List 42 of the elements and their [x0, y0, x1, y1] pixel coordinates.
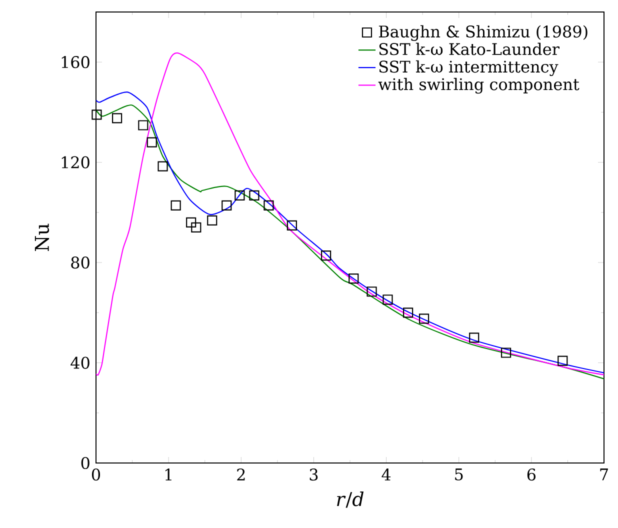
- point: [249, 190, 260, 200]
- legend-label: SST k-ω Kato-Launder: [379, 42, 560, 56]
- point: [138, 120, 148, 130]
- point: [191, 222, 202, 233]
- point: [500, 348, 512, 358]
- x-tick-label: 7: [600, 468, 608, 480]
- legend-label: SST k-ω intermittency: [379, 60, 558, 76]
- y-tick-label: 40: [70, 356, 90, 369]
- point: [321, 250, 332, 261]
- legend-label: Baughn & Shimizu (1989): [378, 25, 588, 41]
- x-tick-label: 3: [310, 468, 318, 481]
- legend-label: with swirling component: [378, 78, 580, 94]
- point: [403, 308, 414, 318]
- point: [158, 161, 168, 172]
- point: [382, 294, 393, 305]
- point: [286, 220, 297, 231]
- point: [92, 110, 102, 120]
- point: [146, 137, 157, 148]
- point: [366, 286, 377, 297]
- y-tick-label: 80: [71, 256, 90, 269]
- point: [186, 217, 196, 228]
- x-tick-label: 0: [92, 468, 100, 481]
- x-tick-label: 1: [165, 468, 172, 480]
- y-tick-label: 0: [81, 456, 90, 470]
- point: [348, 274, 359, 284]
- x-tick-label: 5: [455, 468, 463, 480]
- x-tick-label: 4: [382, 468, 391, 480]
- point: [234, 190, 245, 200]
- point: [170, 200, 181, 210]
- x-axis-title: r/d: [337, 492, 364, 508]
- x-tick-label: 6: [527, 468, 536, 481]
- point: [469, 332, 480, 343]
- x-tick-label: 2: [237, 468, 245, 480]
- point: [222, 200, 232, 210]
- point: [207, 215, 218, 226]
- point: [112, 113, 122, 124]
- y-tick-label: 160: [62, 56, 90, 68]
- point: [264, 200, 274, 210]
- point: [418, 314, 430, 324]
- y-axis-title: Nu: [34, 224, 50, 252]
- point: [558, 356, 568, 366]
- y-tick-label: 120: [62, 156, 90, 168]
